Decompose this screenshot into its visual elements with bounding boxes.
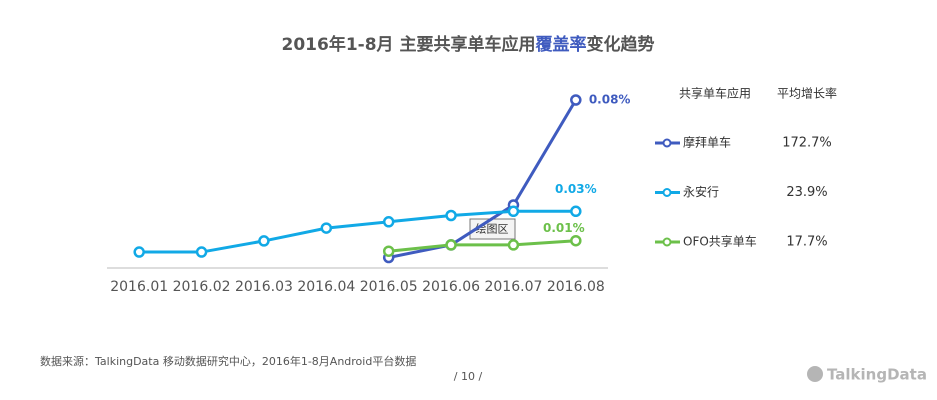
data-point xyxy=(507,239,520,251)
data-point xyxy=(445,209,457,222)
x-tick-label: 2016.08 xyxy=(547,279,605,295)
data-point xyxy=(445,239,457,251)
title-part: 2016年1-8月 主要共享单车应用 xyxy=(282,34,536,55)
legend-label: 摩拜单车 xyxy=(683,135,731,150)
table-header: 平均增长率 xyxy=(777,86,837,101)
title-highlight: 覆盖率 xyxy=(535,34,586,55)
tooltip: 绘图区 xyxy=(476,222,509,236)
x-tick-label: 2016.01 xyxy=(110,279,168,295)
data-point xyxy=(258,235,270,247)
data-point xyxy=(320,222,333,234)
data-label: 0.01% xyxy=(543,221,585,235)
data-point xyxy=(570,234,582,247)
x-tick-label: 2016.05 xyxy=(360,279,418,295)
chart-title: 2016年1-8月 主要共享单车应用覆盖率变化趋势 xyxy=(282,34,655,55)
logo: TalkingData xyxy=(827,366,927,384)
series-line xyxy=(388,99,578,259)
legend-label: 永安行 xyxy=(683,184,719,199)
growth-rate: 17.7% xyxy=(786,235,827,250)
data-label: 0.03% xyxy=(555,182,597,196)
x-tick-label: 2016.04 xyxy=(297,279,355,295)
legend-marker xyxy=(662,237,672,247)
growth-rate: 172.7% xyxy=(782,136,832,151)
data-point xyxy=(382,245,395,257)
table-header: 共享单车应用 xyxy=(679,86,751,101)
legend-label: OFO共享单车 xyxy=(683,234,757,249)
data-point xyxy=(382,216,395,228)
growth-rate: 23.9% xyxy=(786,185,827,200)
data-point xyxy=(507,205,520,218)
series-line xyxy=(139,209,576,254)
source: 数据来源：TalkingData 移动数据研究中心，2016年1-8月Andro… xyxy=(40,354,416,368)
x-tick-label: 2016.02 xyxy=(173,279,231,295)
x-tick-label: 2016.06 xyxy=(422,279,480,295)
logo-icon xyxy=(807,366,823,382)
data-point xyxy=(570,94,582,106)
x-tick-label: 2016.03 xyxy=(235,279,293,295)
page-number: / 10 / xyxy=(454,370,483,383)
legend-marker xyxy=(662,138,672,148)
data-label: 0.08% xyxy=(589,93,631,107)
series-line xyxy=(388,239,576,253)
legend-marker xyxy=(662,188,672,197)
data-point xyxy=(570,205,582,218)
title-part: 变化趋势 xyxy=(586,34,654,55)
data-point xyxy=(133,246,145,258)
x-tick-label: 2016.07 xyxy=(484,279,542,295)
data-point xyxy=(195,246,208,258)
